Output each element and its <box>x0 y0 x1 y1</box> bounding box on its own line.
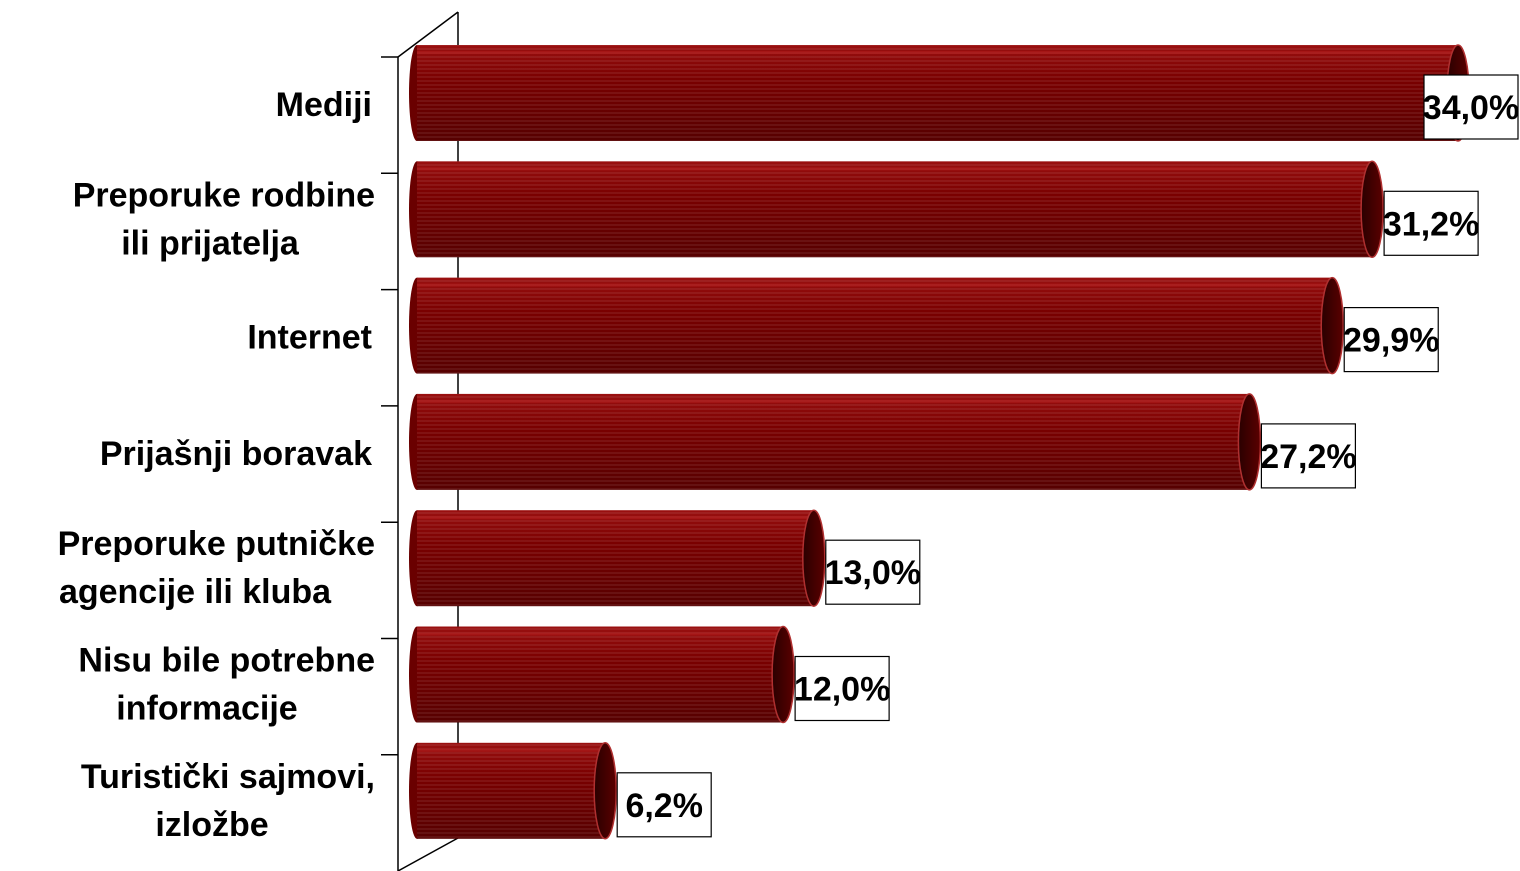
data-label-box <box>1423 74 1519 140</box>
data-label-box <box>794 655 890 722</box>
bar-highlight <box>417 516 814 520</box>
bars <box>409 44 1470 840</box>
data-label: 13,0% <box>825 539 921 605</box>
category-label-line: Preporuke rodbine <box>73 176 375 214</box>
bar <box>409 742 617 840</box>
category-label: Preporuke rodbine ili prijatelja <box>73 176 375 262</box>
data-label-text: 6,2% <box>625 787 703 825</box>
category-label: Preporuke putničke agencije ili kluba <box>58 525 375 611</box>
bar <box>409 393 1262 491</box>
data-label: 29,9% <box>1343 307 1439 373</box>
bar <box>409 44 1470 142</box>
data-label-text: 13,0% <box>825 554 921 592</box>
data-label-box <box>1383 190 1479 256</box>
bar-end-cap <box>771 625 795 724</box>
bar-end-cap <box>1237 393 1262 491</box>
bar-highlight <box>417 51 1458 54</box>
category-label: Prijašnji boravak <box>100 435 372 473</box>
bar-end-cap <box>593 742 617 840</box>
bar-texture <box>417 510 814 607</box>
bar-highlight <box>417 399 1250 403</box>
category-label: Internet <box>247 319 372 357</box>
bar-texture <box>417 393 1250 490</box>
bar-texture <box>417 626 784 723</box>
category-label-line: agencije ili kluba <box>59 573 332 611</box>
depth-line-top <box>397 11 459 58</box>
data-label: 34,0% <box>1423 74 1519 140</box>
data-label-text: 12,0% <box>794 671 890 709</box>
category-labels: Mediji Preporuke rodbine ili prijatelja Int… <box>58 86 375 844</box>
bar-texture <box>417 45 1458 141</box>
bar <box>409 160 1384 259</box>
data-label-box <box>1260 423 1357 489</box>
bar-end-cap <box>802 509 826 607</box>
category-label-line: Nisu bile potrebne <box>78 642 375 680</box>
category-label-line: Preporuke putničke <box>58 525 375 563</box>
data-label-text: 29,9% <box>1343 322 1439 360</box>
category-label: Mediji <box>276 86 372 124</box>
bar <box>409 625 795 724</box>
data-label: 27,2% <box>1260 423 1357 489</box>
bar-highlight <box>417 632 784 636</box>
category-label: Turistički sajmovi, izložbe <box>81 758 375 844</box>
data-label-box <box>825 539 921 605</box>
bar <box>409 276 1344 375</box>
bar-texture <box>417 277 1333 374</box>
bar <box>409 509 826 607</box>
category-label-line: informacije <box>116 690 297 728</box>
data-label: 31,2% <box>1383 190 1479 256</box>
bar-highlight <box>417 748 606 752</box>
data-labels: 34,0% 31,2% 29,9% 27,2% 13,0% 12,0% 6,2% <box>616 74 1519 838</box>
data-label-text: 31,2% <box>1383 205 1479 243</box>
data-label-box <box>1343 307 1439 373</box>
bar-end-cap <box>1320 276 1344 375</box>
data-label-box <box>616 772 712 838</box>
bar-end-cap <box>1360 160 1384 259</box>
bar-texture <box>417 742 606 839</box>
data-label-text: 34,0% <box>1423 89 1519 127</box>
bar-highlight <box>417 283 1333 287</box>
category-label: Nisu bile potrebne informacije <box>78 642 375 728</box>
depth-line-bottom <box>397 837 459 871</box>
data-label: 12,0% <box>794 655 890 722</box>
bar-texture <box>417 161 1373 258</box>
category-label-line: izložbe <box>155 806 268 844</box>
data-label-text: 27,2% <box>1260 438 1356 476</box>
data-label: 6,2% <box>616 772 712 838</box>
bar-highlight <box>417 167 1373 171</box>
category-label-line: Turistički sajmovi, <box>81 758 375 796</box>
category-label-line: ili prijatelja <box>121 224 300 262</box>
